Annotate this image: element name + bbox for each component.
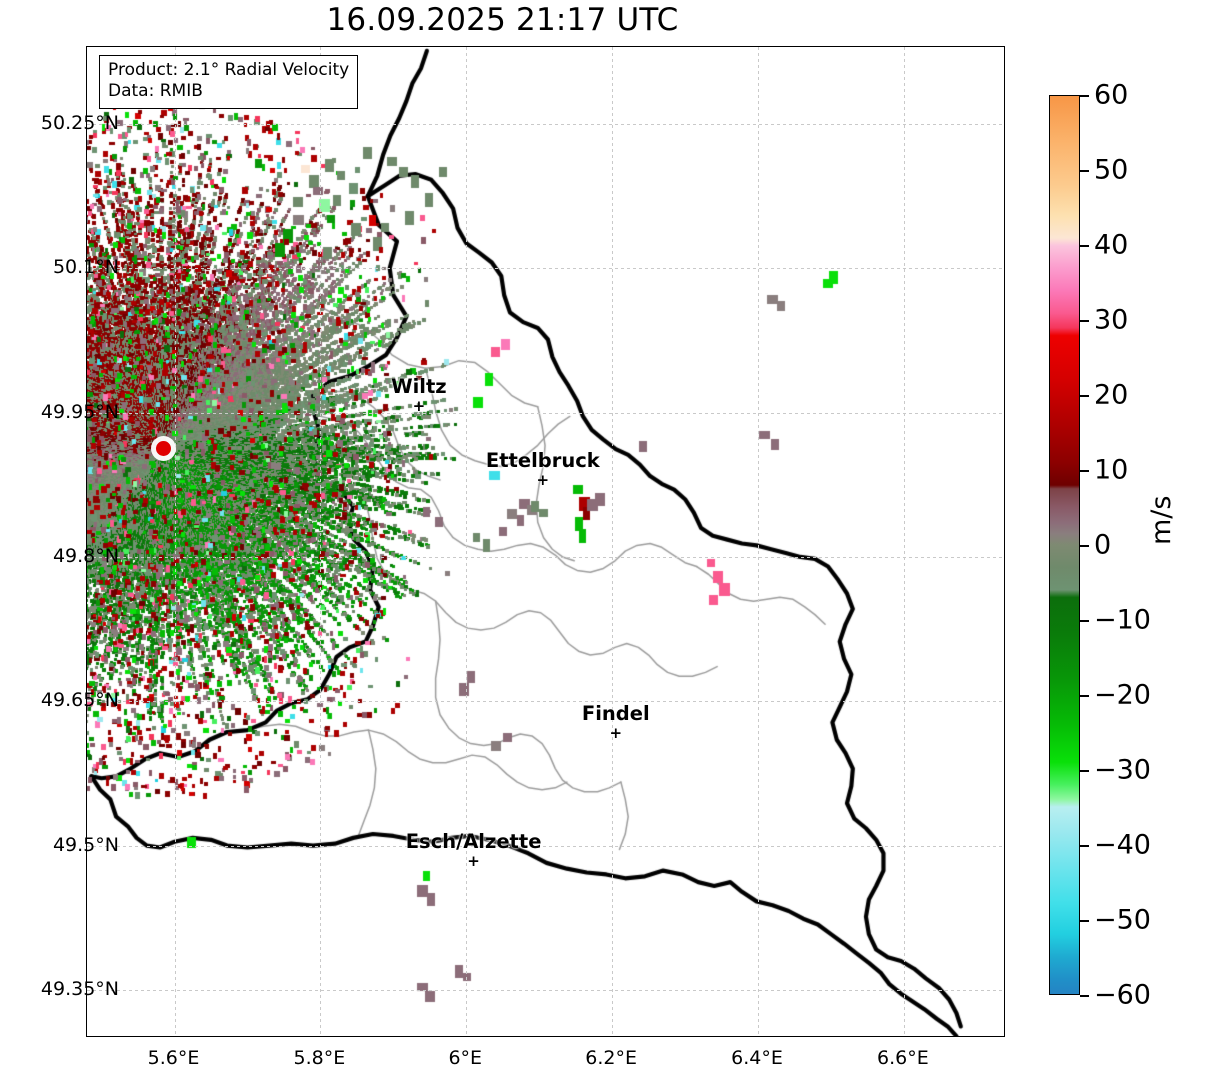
grid-line-horizontal-6 xyxy=(87,989,1004,991)
city-marker-icon: + xyxy=(609,724,623,743)
y-tick-label-5: 49.5°N xyxy=(52,833,119,856)
colorbar-tick-6 xyxy=(1080,545,1089,547)
city-name: Esch/Alzette xyxy=(405,830,542,854)
grid-line-vertical-3 xyxy=(612,47,614,1036)
colorbar-tick-0 xyxy=(1080,95,1089,97)
x-tick-label-4: 6.4°E xyxy=(731,1047,783,1069)
grid-line-horizontal-4 xyxy=(87,701,1004,703)
colorbar-tick-label-2: 40 xyxy=(1094,229,1129,261)
colorbar-tick-label-10: −40 xyxy=(1094,829,1151,861)
colorbar-gradient xyxy=(1050,96,1079,994)
city-label-findel: Findel + xyxy=(581,702,650,743)
colorbar-tick-7 xyxy=(1080,620,1089,622)
city-marker-icon: + xyxy=(412,397,426,416)
city-label-ettelbruck: Ettelbruck + xyxy=(485,449,600,490)
grid-line-horizontal-5 xyxy=(87,845,1004,847)
colorbar-tick-9 xyxy=(1080,770,1089,772)
colorbar-tick-11 xyxy=(1080,920,1089,922)
colorbar-title: m/s xyxy=(1146,495,1177,545)
x-tick-label-0: 5.6°E xyxy=(147,1047,200,1069)
colorbar-tick-3 xyxy=(1080,320,1089,322)
colorbar-tick-label-3: 30 xyxy=(1094,304,1129,336)
colorbar-tick-label-5: 10 xyxy=(1094,454,1129,486)
colorbar-tick-label-7: −10 xyxy=(1094,604,1151,636)
grid-line-vertical-4 xyxy=(758,47,760,1036)
city-label-esch-alzette: Esch/Alzette + xyxy=(405,830,542,871)
colorbar-tick-label-1: 50 xyxy=(1094,154,1129,186)
colorbar-tick-label-11: −50 xyxy=(1094,904,1151,936)
grid-line-vertical-2 xyxy=(466,47,468,1036)
product-info-box: Product: 2.1° Radial Velocity Data: RMIB xyxy=(99,55,359,109)
x-tick-label-2: 6°E xyxy=(448,1047,483,1069)
x-tick-label-3: 6.2°E xyxy=(585,1047,638,1069)
y-tick-label-1: 50.1°N xyxy=(52,256,119,279)
colorbar-tick-label-12: −60 xyxy=(1094,979,1151,1011)
city-name: Wiltz xyxy=(391,375,447,399)
y-tick-label-4: 49.65°N xyxy=(40,689,119,712)
city-label-wiltz: Wiltz + xyxy=(391,375,447,416)
colorbar-tick-label-6: 0 xyxy=(1094,529,1112,561)
grid-line-horizontal-3 xyxy=(87,556,1004,558)
colorbar-tick-10 xyxy=(1080,845,1089,847)
colorbar-tick-label-4: 20 xyxy=(1094,379,1129,411)
city-name: Ettelbruck xyxy=(485,449,600,473)
colorbar-tick-5 xyxy=(1080,470,1089,472)
x-tick-label-5: 6.6°E xyxy=(877,1047,929,1069)
colorbar[interactable] xyxy=(1049,95,1080,995)
map-clip: Wiltz + Ettelbruck + Findel + Esch/Alzette + xyxy=(87,47,1004,1036)
city-marker-icon: + xyxy=(467,852,480,871)
grid-line-vertical-5 xyxy=(903,47,905,1036)
page-title: 16.09.2025 21:17 UTC xyxy=(326,2,679,38)
colorbar-tick-1 xyxy=(1080,170,1089,172)
colorbar-tick-label-0: 60 xyxy=(1094,79,1129,111)
city-name: Findel xyxy=(581,702,650,726)
colorbar-tick-label-8: −20 xyxy=(1094,679,1151,711)
radar-map-panel[interactable]: Wiltz + Ettelbruck + Findel + Esch/Alzette + Pr… xyxy=(86,46,1005,1037)
colorbar-tick-12 xyxy=(1080,995,1089,997)
y-tick-label-6: 49.35°N xyxy=(40,977,119,1000)
grid-line-horizontal-0 xyxy=(87,123,1004,125)
colorbar-tick-2 xyxy=(1080,245,1089,247)
data-source-line: Data: RMIB xyxy=(108,81,203,102)
colorbar-tick-8 xyxy=(1080,695,1089,697)
city-marker-icon: + xyxy=(536,471,550,490)
grid-line-vertical-1 xyxy=(320,47,322,1036)
grid-line-vertical-0 xyxy=(174,47,176,1036)
grid-line-horizontal-1 xyxy=(87,268,1004,270)
x-tick-label-1: 5.8°E xyxy=(293,1047,346,1069)
product-line: Product: 2.1° Radial Velocity xyxy=(108,60,350,80)
y-tick-label-3: 49.8°N xyxy=(52,544,119,567)
y-tick-label-0: 50.25°N xyxy=(40,111,119,134)
colorbar-tick-4 xyxy=(1080,395,1089,397)
grid-line-horizontal-2 xyxy=(87,412,1004,414)
radar-site-marker xyxy=(156,440,172,456)
colorbar-tick-label-9: −30 xyxy=(1094,754,1151,786)
radar-echo-canvas xyxy=(87,47,1004,1036)
y-tick-label-2: 49.95°N xyxy=(40,400,119,423)
